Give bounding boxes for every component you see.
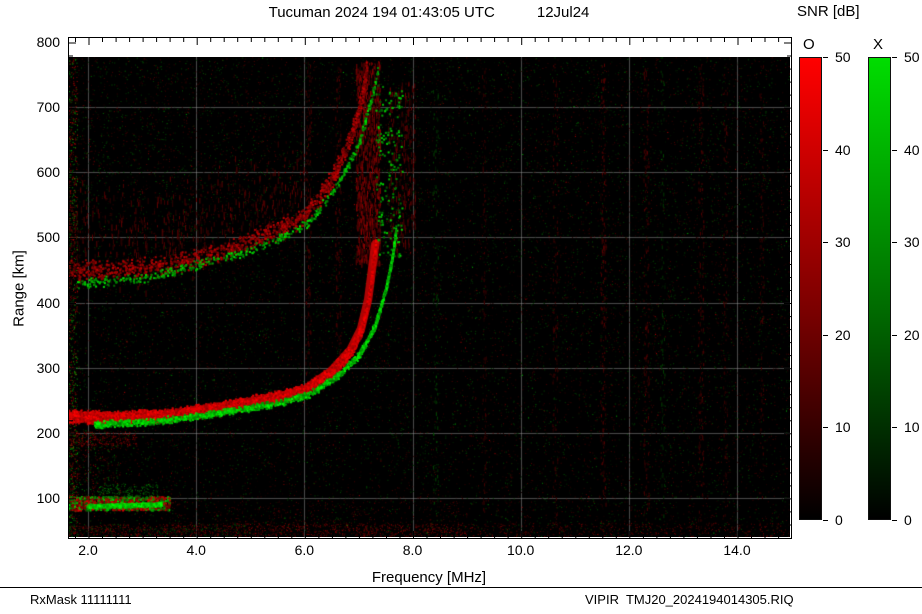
- colorbar-tick-label: 20: [904, 326, 920, 343]
- o-colorbar: [799, 57, 822, 520]
- y-tick-label: 500: [36, 229, 60, 246]
- colorbar-tick-label: 10: [904, 419, 920, 436]
- x-tick-label: 6.0: [294, 542, 315, 558]
- colorbar-tick-mark: [892, 57, 897, 58]
- y-tick-label: 200: [36, 424, 60, 441]
- x-tick-label: 10.0: [507, 542, 535, 558]
- colorbar-tick-label: 40: [904, 141, 920, 158]
- colorbar-tick-label: 10: [835, 419, 851, 436]
- colorbar-tick-mark: [892, 334, 897, 336]
- colorbar-tick-label: 50: [904, 49, 920, 65]
- y-tick-label: 800: [36, 34, 60, 51]
- colorbar-tick-label: 20: [835, 326, 851, 343]
- colorbar-tick-label: 0: [835, 512, 843, 528]
- x-colorbar: [868, 57, 891, 520]
- colorbar-tick-mark: [823, 149, 828, 151]
- colorbar-tick-mark: [823, 520, 828, 521]
- y-tick-label: 300: [36, 359, 60, 376]
- x-tick-label: 8.0: [402, 542, 423, 558]
- y-tick-label: 100: [36, 489, 60, 506]
- colorbar-tick-label: 30: [904, 234, 920, 251]
- x-mode-label: X: [873, 36, 884, 53]
- title-date: 12Jul24: [536, 4, 590, 21]
- y-tick-label: 400: [36, 294, 60, 311]
- title-station-time: Tucuman 2024 194 01:43:05 UTC: [268, 4, 495, 21]
- colorbar-tick-mark: [823, 57, 828, 58]
- rxmask-label: RxMask 11111111: [30, 592, 132, 607]
- colorbar-tick-mark: [892, 242, 897, 244]
- colorbar-tick-label: 40: [835, 141, 851, 158]
- file-reference-label: VIPIR TMJ20_2024194014305.RIQ: [585, 592, 794, 607]
- x-tick-label: 4.0: [186, 542, 206, 558]
- colorbar-tick-mark: [892, 149, 897, 151]
- x-axis-label: Frequency [MHz]: [371, 569, 487, 586]
- colorbar-tick-mark: [892, 427, 897, 429]
- colorbar-tick-mark: [823, 334, 828, 336]
- plot-title: Tucuman 2024 194 01:43:05 UTC 12Jul24: [68, 4, 790, 21]
- colorbar-tick-label: 0: [904, 512, 912, 528]
- colorbar-tick-mark: [892, 520, 897, 521]
- colorbar-tick-label: 30: [835, 234, 851, 251]
- x-tick-label: 12.0: [615, 542, 643, 558]
- footer-divider: [0, 587, 922, 588]
- colorbar-tick-mark: [823, 242, 828, 244]
- colorbar-tick-mark: [823, 427, 828, 429]
- x-tick-label: 14.0: [723, 542, 751, 558]
- x-tick-label: 2.0: [78, 542, 98, 558]
- o-mode-label: O: [803, 36, 815, 53]
- colorbar-title: SNR [dB]: [797, 3, 860, 20]
- y-tick-label: 700: [36, 99, 60, 116]
- ionogram-canvas: [68, 57, 790, 537]
- colorbar-tick-label: 50: [835, 49, 851, 65]
- y-axis-label: Range [km]: [10, 250, 28, 327]
- y-tick-label: 600: [36, 164, 60, 181]
